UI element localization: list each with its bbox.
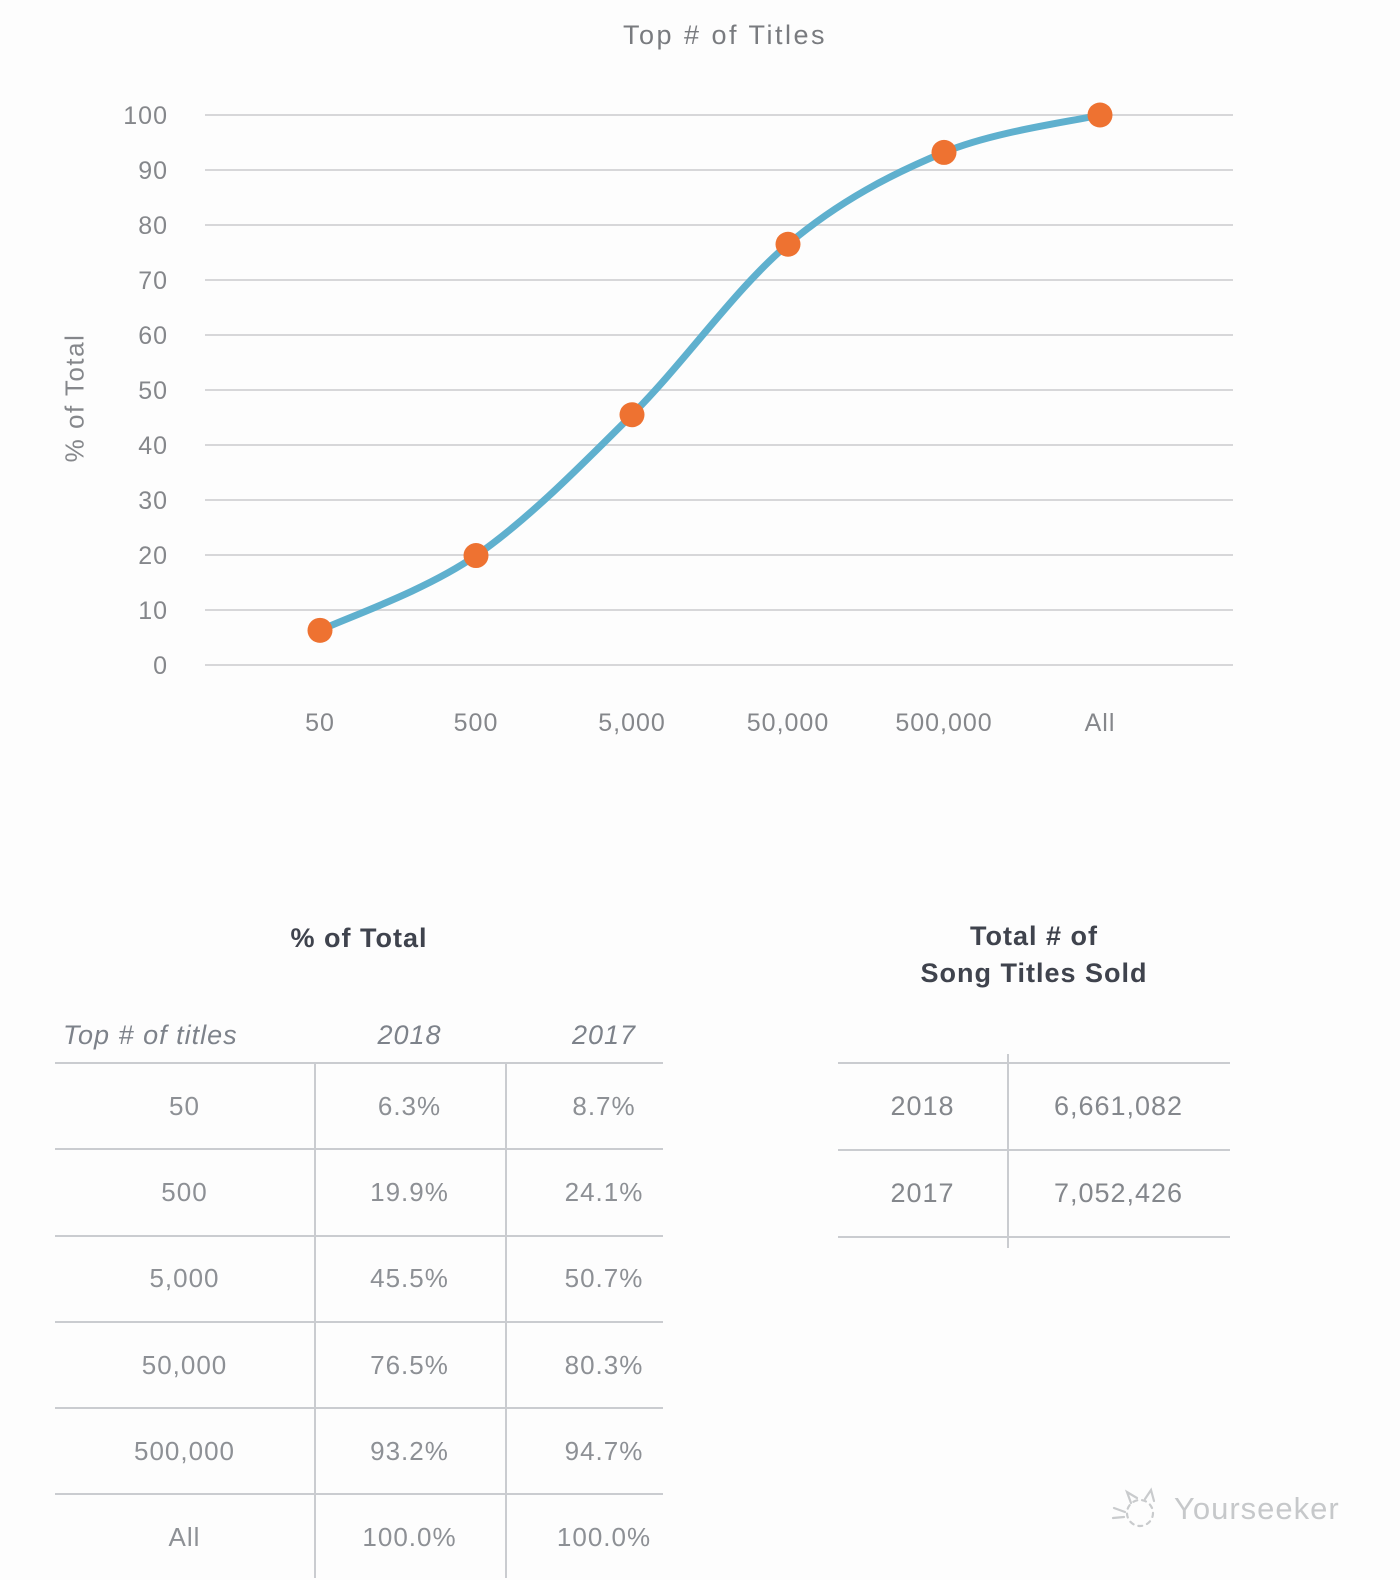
x-tick-label: 50,000 <box>747 709 829 737</box>
column-header-titles: Top # of titles <box>63 1019 238 1050</box>
y-tick-label: 50 <box>138 377 168 405</box>
watermark: Yourseeker <box>1110 1486 1340 1532</box>
line-chart: 0 10 20 30 40 50 60 70 80 90 100 50 500 5,000 50,000 50… <box>123 102 1233 737</box>
table-cell: 100.0% <box>362 1522 457 1553</box>
pct-table-header: Top # of titles 2018 2017 <box>55 1014 663 1056</box>
table-cell: 93.2% <box>370 1435 449 1466</box>
pct-table-row: 500 19.9% 24.1% <box>55 1150 663 1237</box>
pct-table-body: 50 6.3% 8.7% 500 19.9% 24.1% 5,000 45.5% 50.7% 50… <box>55 1062 663 1580</box>
cat-logo-icon <box>1111 1487 1156 1528</box>
table-cell: 19.9% <box>370 1176 449 1207</box>
table-cell: 94.7% <box>564 1435 644 1466</box>
y-tick-label: 70 <box>138 267 168 295</box>
totals-table-row: 2018 6,661,082 <box>838 1064 1230 1151</box>
y-tick-label: 100 <box>123 102 168 130</box>
totals-table-title-line2: Song Titles Sold <box>920 958 1148 988</box>
pct-table-row: 500,000 93.2% 94.7% <box>55 1409 663 1496</box>
data-point-marker <box>775 231 801 257</box>
totals-table-title-line1: Total # of <box>970 921 1098 951</box>
pct-table-row: 5,000 45.5% 50.7% <box>55 1237 663 1323</box>
pct-table-title: % of Total <box>290 923 428 953</box>
table-cell: 50 <box>169 1090 200 1121</box>
column-header-2017: 2017 <box>571 1019 637 1050</box>
column-header-2018: 2018 <box>377 1019 442 1050</box>
chart-title: Top # of Titles <box>622 20 828 50</box>
table-divider <box>505 1062 507 1578</box>
data-point-marker <box>931 139 957 165</box>
data-point-marker <box>463 543 489 569</box>
table-cell: 45.5% <box>370 1263 449 1294</box>
table-cell: 5,000 <box>149 1263 220 1294</box>
table-divider <box>314 1062 316 1578</box>
x-tick-label: 5,000 <box>598 709 666 737</box>
totals-table-body: 2018 6,661,082 2017 7,052,426 <box>838 1062 1230 1238</box>
table-cell: 24.1% <box>564 1176 644 1207</box>
table-cell: 100.0% <box>556 1522 652 1553</box>
table-cell: 8.7% <box>572 1090 636 1121</box>
table-cell: 500 <box>161 1176 208 1207</box>
brand-name: Yourseeker <box>1174 1491 1340 1526</box>
data-point-marker <box>307 617 333 643</box>
table-cell: All <box>168 1522 201 1553</box>
data-point-marker <box>619 402 645 428</box>
table-cell: 6.3% <box>377 1090 442 1121</box>
x-tick-label: 50 <box>305 709 335 737</box>
y-tick-label: 30 <box>138 487 168 515</box>
y-tick-label: 90 <box>138 157 168 185</box>
pct-table-row: 50 6.3% 8.7% <box>55 1064 663 1151</box>
table-cell: 50.7% <box>564 1263 644 1294</box>
table-cell: 6,661,082 <box>1053 1091 1184 1121</box>
totals-table-title: Total # of Song Titles Sold <box>838 918 1230 992</box>
totals-table-row: 2017 7,052,426 <box>838 1151 1230 1238</box>
table-cell: 76.5% <box>370 1349 449 1380</box>
series-line-2018 <box>316 111 1104 634</box>
x-tick-label: 500 <box>454 709 499 737</box>
y-tick-label: 80 <box>138 212 168 240</box>
y-tick-label: 40 <box>138 432 168 460</box>
y-tick-label: 20 <box>138 542 168 570</box>
table-cell: 2018 <box>890 1091 955 1121</box>
pct-table-row: All 100.0% 100.0% <box>55 1495 663 1580</box>
y-tick-label: 0 <box>153 652 168 680</box>
x-tick-label: All <box>1085 709 1116 737</box>
table-divider <box>1007 1054 1009 1248</box>
y-tick-label: 60 <box>138 322 168 350</box>
data-point-marker <box>1087 102 1113 128</box>
table-cell: 2017 <box>890 1178 955 1208</box>
table-cell: 50,000 <box>141 1349 228 1380</box>
table-cell: 7,052,426 <box>1053 1178 1184 1208</box>
table-cell: 80.3% <box>564 1349 644 1380</box>
table-cell: 500,000 <box>134 1435 235 1466</box>
pct-table-row: 50,000 76.5% 80.3% <box>55 1323 663 1410</box>
y-tick-label: 10 <box>138 597 168 625</box>
x-tick-label: 500,000 <box>895 709 992 737</box>
